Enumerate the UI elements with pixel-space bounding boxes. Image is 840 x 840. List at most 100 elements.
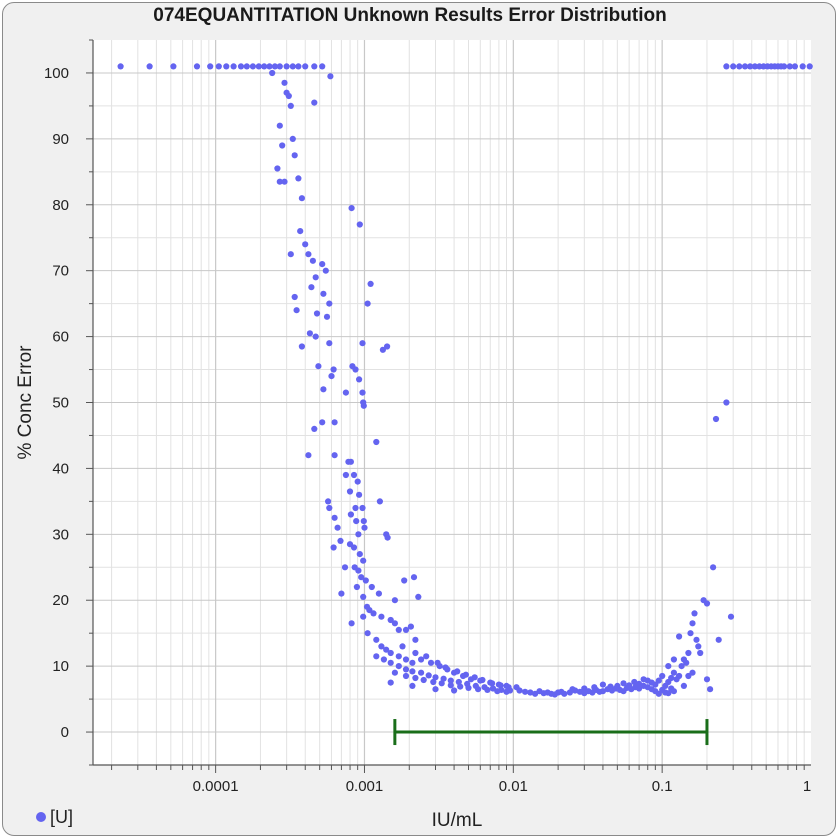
legend-marker [36,812,46,822]
data-point [420,676,427,684]
data-point [311,99,318,106]
data-point [323,313,331,320]
data-point [425,672,432,679]
data-point [418,669,425,676]
data-point [285,92,292,100]
data-point [249,63,256,70]
data-point [375,590,382,597]
data-point [626,682,633,689]
data-point [781,63,788,70]
data-point [412,649,419,657]
data-point [350,544,358,551]
data-point [355,531,362,538]
data-point [360,402,367,409]
data-point [418,656,425,663]
data-point [276,122,283,129]
data-point [287,251,294,258]
data-point [668,674,675,682]
data-point [707,686,714,693]
data-point [668,685,675,692]
data-point [378,613,385,620]
data-point [352,366,359,373]
data-point [561,690,568,697]
data-point [354,478,361,485]
data-point [331,514,338,521]
y-tick-label: 90 [52,131,69,148]
data-point [427,659,435,666]
data-point [683,659,690,666]
data-point [391,620,398,627]
chart-title: 074EQUANTITATION Unknown Results Error D… [153,5,667,26]
data-point [678,663,685,670]
data-point [170,63,177,70]
data-point [331,452,338,459]
data-point [320,386,327,393]
data-point [237,63,245,70]
data-point [384,534,391,541]
data-point [527,689,534,696]
data-point [215,63,222,70]
y-tick-label: 0 [61,724,69,741]
data-point [402,626,410,634]
data-point [312,274,319,281]
data-point [447,682,454,689]
data-point [328,373,335,380]
data-point [741,63,749,70]
data-point [670,669,678,676]
data-point [695,643,702,650]
y-tick-label: 50 [52,395,69,412]
data-point [479,676,486,684]
data-point [751,63,759,70]
data-point [295,63,302,70]
data-point [410,574,418,581]
data-point [471,674,478,681]
data-point [736,63,743,70]
data-point [337,537,344,545]
data-point [230,63,237,70]
data-point [415,593,422,601]
data-point [409,659,416,666]
data-point [457,683,464,690]
data-point [475,686,482,693]
data-point [715,636,722,643]
y-tick-label: 20 [52,592,69,609]
data-point [279,142,286,149]
data-point [325,498,332,505]
data-point [462,671,469,678]
data-point [348,205,355,212]
data-point [432,686,439,693]
data-point [361,524,368,531]
data-point [727,613,735,620]
data-point [319,261,326,268]
data-point [806,63,813,70]
data-point [423,653,430,660]
data-point [360,613,367,620]
data-point [723,399,730,406]
data-point [359,504,366,512]
data-point [271,63,278,70]
x-tick-label: 0.1 [652,778,673,795]
data-point [308,284,315,291]
data-point [255,63,262,70]
data-point [373,653,380,660]
data-point [281,79,288,86]
data-point [356,376,363,383]
legend[interactable]: [U] [36,802,92,832]
data-point [680,682,688,690]
data-point [289,63,296,70]
data-point [146,63,153,70]
data-point [207,63,214,70]
data-point [387,679,394,686]
data-point [342,389,349,396]
data-point [505,684,512,691]
data-point [330,544,337,551]
data-point [434,659,441,666]
data-point [378,643,385,650]
data-point [465,684,472,692]
data-point [665,663,672,670]
x-tick-label: 0.001 [346,778,384,795]
data-point [516,687,523,694]
data-point [447,677,454,684]
data-point [685,649,692,657]
